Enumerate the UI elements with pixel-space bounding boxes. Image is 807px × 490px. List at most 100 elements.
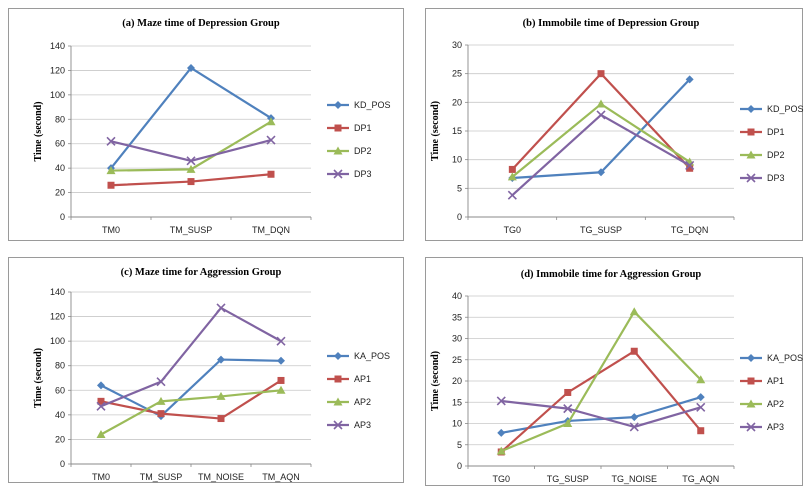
y-tick-label: 10 bbox=[452, 155, 462, 165]
y-tick-label: 20 bbox=[452, 97, 462, 107]
legend-label: AP2 bbox=[354, 397, 371, 407]
x-tick-label: TG_DQN bbox=[671, 225, 709, 235]
legend-marker bbox=[747, 128, 755, 136]
y-tick-label: 0 bbox=[457, 461, 462, 471]
y-tick-label: 60 bbox=[55, 139, 65, 149]
data-point bbox=[563, 419, 573, 427]
legend-label: AP1 bbox=[354, 374, 371, 384]
legend-item: DP1 bbox=[327, 123, 372, 133]
data-point bbox=[276, 385, 286, 394]
data-point bbox=[276, 336, 286, 346]
data-point bbox=[277, 356, 285, 365]
data-point bbox=[496, 446, 506, 455]
y-axis-label: Time (second) bbox=[430, 101, 441, 161]
x-tick-label: TG_SUSP bbox=[580, 225, 622, 235]
x-tick-label: TG_SUSP bbox=[547, 474, 589, 484]
series-dp2 bbox=[507, 99, 695, 181]
data-point bbox=[97, 381, 105, 390]
legend-item: DP3 bbox=[327, 169, 372, 179]
chart-title: (b) Immobile time of Depression Group bbox=[523, 18, 700, 29]
y-tick-label: 25 bbox=[452, 355, 462, 365]
y-tick-label: 0 bbox=[60, 212, 65, 222]
marker-stroke bbox=[333, 420, 343, 430]
data-point bbox=[156, 377, 166, 387]
data-point bbox=[696, 375, 706, 384]
chart-a: (a) Maze time of Depression Group Time (s… bbox=[33, 18, 391, 235]
data-point bbox=[630, 413, 639, 422]
data-point bbox=[497, 428, 506, 437]
series-line bbox=[110, 138, 272, 162]
y-tick-label: 120 bbox=[50, 65, 65, 75]
y-tick-label: 60 bbox=[55, 385, 65, 395]
legend-marker bbox=[746, 173, 756, 183]
data-point bbox=[564, 388, 572, 396]
y-tick-label: 140 bbox=[50, 41, 65, 51]
legend-label: KA_POS bbox=[354, 351, 390, 361]
series-ap3 bbox=[496, 396, 706, 432]
y-tick-label: 0 bbox=[457, 212, 462, 222]
data-point bbox=[563, 404, 573, 414]
data-point bbox=[186, 156, 196, 166]
legend-item: AP2 bbox=[327, 397, 371, 407]
data-point bbox=[267, 170, 275, 178]
series-line bbox=[500, 309, 702, 453]
data-point bbox=[96, 401, 106, 411]
series-ka_pos bbox=[97, 355, 285, 421]
chart-title: (c) Maze time for Aggression Group bbox=[121, 267, 282, 278]
data-point bbox=[596, 99, 606, 108]
y-tick-label: 40 bbox=[55, 410, 65, 420]
legend-item: AP3 bbox=[740, 422, 784, 432]
y-tick-label: 25 bbox=[452, 69, 462, 79]
marker-stroke bbox=[629, 422, 639, 432]
series-ap2 bbox=[96, 385, 286, 439]
series-line bbox=[500, 349, 702, 453]
data-point bbox=[597, 168, 605, 177]
series-line bbox=[100, 389, 282, 436]
marker-stroke bbox=[563, 404, 573, 414]
legend-label: DP1 bbox=[354, 123, 372, 133]
y-tick-label: 80 bbox=[55, 114, 65, 124]
series-kd_pos bbox=[107, 63, 275, 173]
chart-b: (b) Immobile time of Depression Group Tim… bbox=[430, 18, 804, 235]
y-tick-label: 15 bbox=[452, 397, 462, 407]
legend-marker bbox=[334, 124, 342, 132]
series-dp3 bbox=[106, 135, 276, 166]
legend-item: KA_POS bbox=[740, 353, 803, 363]
data-point bbox=[187, 63, 195, 72]
series-ap2 bbox=[496, 307, 706, 455]
y-axis-label: Time (second) bbox=[33, 101, 44, 161]
data-point bbox=[508, 165, 516, 173]
data-point bbox=[507, 172, 517, 181]
series-line bbox=[512, 78, 691, 180]
legend-item: DP3 bbox=[740, 173, 785, 183]
data-point bbox=[696, 402, 706, 412]
data-point bbox=[629, 307, 639, 316]
x-tick-label: TM_NOISE bbox=[198, 472, 244, 482]
legend-item: AP1 bbox=[327, 374, 371, 384]
x-tick-label: TM_SUSP bbox=[170, 225, 213, 235]
legend-marker bbox=[747, 377, 755, 385]
series-line bbox=[100, 379, 282, 420]
data-point bbox=[96, 430, 106, 439]
chart-panel-b: (b) Immobile time of Depression Group Tim… bbox=[425, 8, 804, 241]
data-point bbox=[157, 410, 165, 418]
marker-stroke bbox=[186, 156, 196, 166]
marker-stroke bbox=[746, 422, 756, 432]
y-tick-label: 10 bbox=[452, 419, 462, 429]
y-tick-label: 15 bbox=[452, 126, 462, 136]
legend-label: KA_POS bbox=[767, 353, 803, 363]
marker-stroke bbox=[696, 402, 706, 412]
data-point bbox=[697, 427, 705, 435]
legend-item: AP3 bbox=[327, 420, 371, 430]
series-ap1 bbox=[97, 376, 285, 423]
y-tick-label: 30 bbox=[452, 40, 462, 50]
y-tick-label: 100 bbox=[50, 90, 65, 100]
y-tick-label: 5 bbox=[457, 440, 462, 450]
legend-marker bbox=[333, 169, 343, 179]
legend-marker bbox=[334, 101, 342, 109]
y-axis-label: Time (second) bbox=[430, 351, 441, 411]
data-point bbox=[686, 164, 694, 172]
legend-label: KD_POS bbox=[767, 104, 804, 114]
legend-label: AP3 bbox=[354, 420, 371, 430]
data-point bbox=[277, 376, 285, 384]
